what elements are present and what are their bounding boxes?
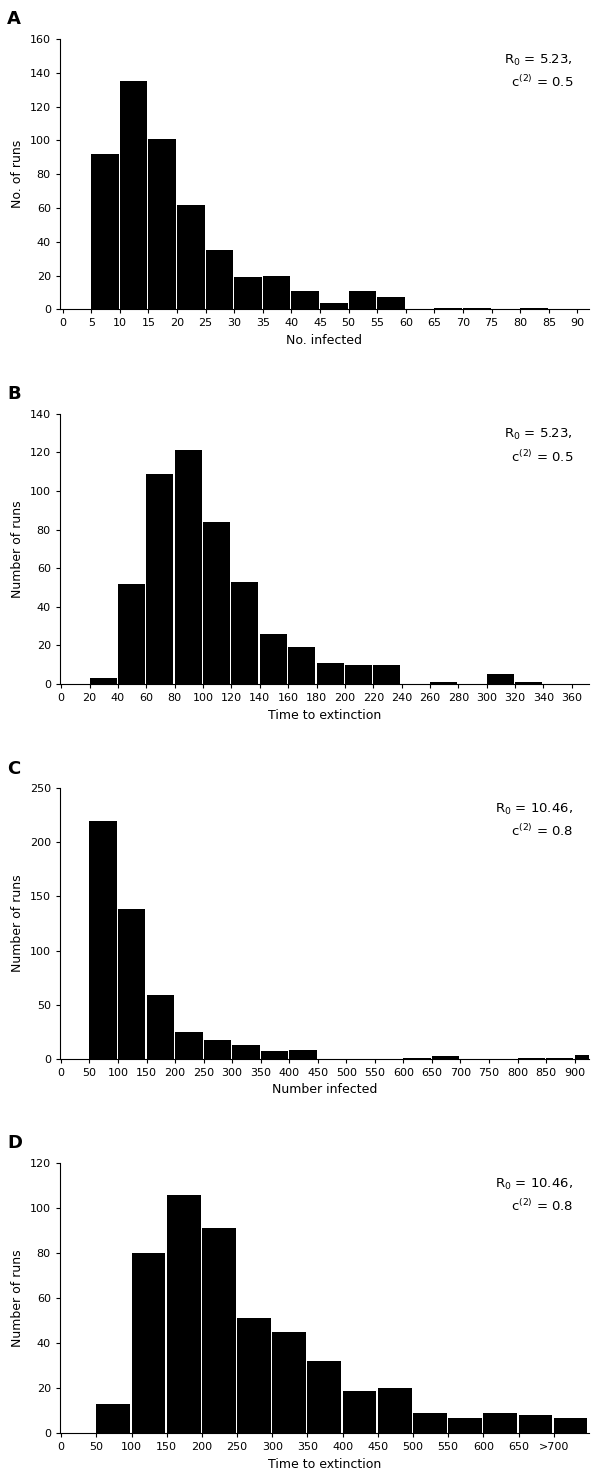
- Bar: [118, 584, 145, 685]
- Bar: [175, 1031, 203, 1058]
- Bar: [120, 82, 148, 310]
- Text: B: B: [7, 385, 20, 403]
- Bar: [261, 1051, 288, 1058]
- Bar: [307, 1362, 341, 1433]
- Bar: [349, 290, 376, 310]
- Text: D: D: [7, 1134, 22, 1152]
- Bar: [520, 308, 548, 310]
- Y-axis label: Number of runs: Number of runs: [11, 1249, 24, 1347]
- Bar: [89, 679, 116, 685]
- Bar: [289, 1049, 317, 1058]
- Bar: [118, 910, 145, 1058]
- Bar: [413, 1412, 447, 1433]
- Bar: [463, 308, 491, 310]
- Bar: [89, 821, 117, 1058]
- Bar: [177, 205, 205, 310]
- Text: R$_0$ = 10.46,
c$^{(2)}$ = 0.8: R$_0$ = 10.46, c$^{(2)}$ = 0.8: [495, 1177, 573, 1214]
- Bar: [432, 1057, 460, 1058]
- Y-axis label: No. of runs: No. of runs: [11, 139, 24, 209]
- Bar: [175, 451, 202, 685]
- Bar: [575, 1055, 600, 1058]
- Bar: [345, 664, 372, 685]
- Bar: [232, 1045, 260, 1058]
- Bar: [97, 1403, 130, 1433]
- Bar: [430, 682, 457, 685]
- Bar: [320, 302, 347, 310]
- Bar: [434, 308, 462, 310]
- Bar: [554, 1418, 587, 1433]
- Bar: [146, 474, 173, 685]
- Text: C: C: [7, 760, 20, 778]
- X-axis label: No. infected: No. infected: [286, 333, 362, 347]
- Bar: [373, 664, 400, 685]
- Text: R$_0$ = 5.23,
c$^{(2)}$ = 0.5: R$_0$ = 5.23, c$^{(2)}$ = 0.5: [504, 427, 573, 465]
- Bar: [131, 1254, 166, 1433]
- X-axis label: Number infected: Number infected: [272, 1083, 377, 1097]
- Bar: [515, 682, 542, 685]
- Bar: [148, 139, 176, 310]
- Bar: [484, 1412, 517, 1433]
- Bar: [234, 277, 262, 310]
- Bar: [272, 1332, 306, 1433]
- Bar: [260, 634, 287, 685]
- Bar: [202, 1229, 236, 1433]
- Bar: [377, 298, 405, 310]
- Bar: [378, 1389, 412, 1433]
- Bar: [317, 662, 344, 685]
- Bar: [448, 1418, 482, 1433]
- Bar: [288, 648, 315, 685]
- Text: R$_0$ = 5.23,
c$^{(2)}$ = 0.5: R$_0$ = 5.23, c$^{(2)}$ = 0.5: [504, 52, 573, 90]
- Bar: [518, 1415, 553, 1433]
- Bar: [203, 522, 230, 685]
- Bar: [91, 154, 119, 310]
- Bar: [343, 1390, 376, 1433]
- Bar: [237, 1319, 271, 1433]
- Bar: [167, 1194, 200, 1433]
- Bar: [292, 290, 319, 310]
- Bar: [487, 674, 514, 685]
- X-axis label: Time to extinction: Time to extinction: [268, 1458, 381, 1472]
- Y-axis label: Number of runs: Number of runs: [11, 874, 24, 972]
- Bar: [263, 276, 290, 310]
- Y-axis label: Number of runs: Number of runs: [11, 499, 24, 597]
- X-axis label: Time to extinction: Time to extinction: [268, 708, 381, 722]
- Text: R$_0$ = 10.46,
c$^{(2)}$ = 0.8: R$_0$ = 10.46, c$^{(2)}$ = 0.8: [495, 802, 573, 839]
- Bar: [206, 250, 233, 310]
- Bar: [203, 1040, 231, 1058]
- Bar: [232, 581, 259, 685]
- Bar: [146, 994, 174, 1058]
- Text: A: A: [7, 10, 21, 28]
